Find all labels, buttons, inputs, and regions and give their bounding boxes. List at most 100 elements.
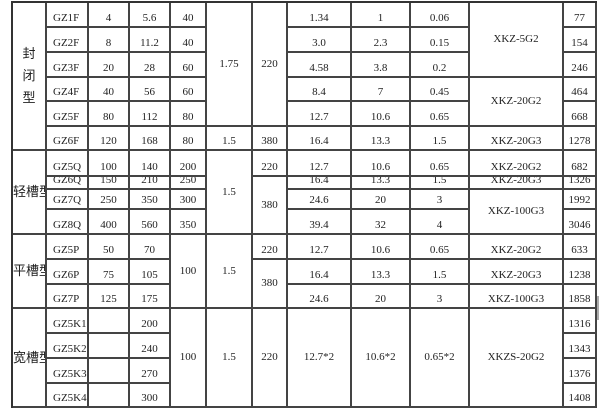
value-cell <box>89 309 130 334</box>
model-cell: GZ2F <box>47 28 89 53</box>
power-cell: 13.3 <box>352 260 411 285</box>
power-cell: 0.2 <box>411 53 470 78</box>
weight-cell: 668 <box>564 102 597 127</box>
value-cell: 60 <box>171 53 207 78</box>
power-cell: 20 <box>352 190 411 210</box>
amp-cell: 1.5 <box>207 309 253 408</box>
controller-cell: XKZ-100G3 <box>470 285 564 309</box>
value-cell: 250 <box>171 177 207 190</box>
value-cell: 240 <box>130 334 171 359</box>
value-cell: 100 <box>89 151 130 177</box>
model-cell: GZ8Q <box>47 210 89 235</box>
weight-cell: 154 <box>564 28 597 53</box>
voltage-cell: 380 <box>253 260 288 309</box>
value-cell: 105 <box>130 260 171 285</box>
weight-cell: 246 <box>564 53 597 78</box>
value-cell: 175 <box>130 285 171 309</box>
controller-cell: XKZ-100G3 <box>470 190 564 235</box>
weight-cell: 1278 <box>564 127 597 151</box>
power-cell: 13.3 <box>352 177 411 190</box>
value-cell: 11.2 <box>130 28 171 53</box>
power-cell: 3.0 <box>288 28 352 53</box>
controller-cell: XKZ-20G3 <box>470 260 564 285</box>
category-flat: 平槽型 <box>13 235 47 309</box>
model-cell: GZ5P <box>47 235 89 260</box>
power-cell: 1 <box>352 3 411 28</box>
controller-cell: XKZ-20G3 <box>470 177 564 190</box>
power-cell: 32 <box>352 210 411 235</box>
value-cell: 270 <box>130 359 171 384</box>
power-cell: 24.6 <box>288 190 352 210</box>
power-cell: 1.5 <box>411 127 470 151</box>
power-cell: 1.34 <box>288 3 352 28</box>
power-cell: 12.7 <box>288 235 352 260</box>
value-cell: 210 <box>130 177 171 190</box>
value-cell: 40 <box>89 78 130 102</box>
value-cell: 300 <box>130 384 171 408</box>
model-cell: GZ6Q <box>47 177 89 190</box>
weight-cell: 1992 <box>564 190 597 210</box>
model-cell: GZ5K1 <box>47 309 89 334</box>
weight-cell: 464 <box>564 78 597 102</box>
weight-cell: 3046 <box>564 210 597 235</box>
model-cell: GZ6F <box>47 127 89 151</box>
weight-cell: 77 <box>564 3 597 28</box>
power-cell: 0.65 <box>411 102 470 127</box>
weight-cell: 1343 <box>564 334 597 359</box>
product-spec-table: 封 闭 型轻槽型平槽型宽槽型GZ1F45.6401.3410.0677GZ2F8… <box>11 1 597 408</box>
value-cell: 56 <box>130 78 171 102</box>
amp-cell: 1.5 <box>207 235 253 309</box>
power-cell: 12.7 <box>288 151 352 177</box>
voltage-cell: 220 <box>253 309 288 408</box>
power-cell: 16.4 <box>288 127 352 151</box>
category-light: 轻槽型 <box>13 151 47 235</box>
weight-cell: 1376 <box>564 359 597 384</box>
value-cell: 5.6 <box>130 3 171 28</box>
power-cell: 4.58 <box>288 53 352 78</box>
value-cell: 350 <box>130 190 171 210</box>
power-cell: 12.7*2 <box>288 309 352 408</box>
power-cell: 0.06 <box>411 3 470 28</box>
value-cell: 50 <box>89 235 130 260</box>
value-cell: 200 <box>171 151 207 177</box>
value-cell: 28 <box>130 53 171 78</box>
power-cell: 12.7 <box>288 102 352 127</box>
power-cell: 10.6 <box>352 235 411 260</box>
value-cell: 140 <box>130 151 171 177</box>
power-cell: 3 <box>411 285 470 309</box>
controller-cell: XKZ-20G2 <box>470 235 564 260</box>
power-cell: 8.4 <box>288 78 352 102</box>
weight-cell: 1408 <box>564 384 597 408</box>
controller-cell: XKZ-20G3 <box>470 127 564 151</box>
value-cell: 560 <box>130 210 171 235</box>
voltage-cell: 380 <box>253 177 288 235</box>
model-cell: GZ4F <box>47 78 89 102</box>
model-cell: GZ3F <box>47 53 89 78</box>
power-cell: 0.45 <box>411 78 470 102</box>
category-wide: 宽槽型 <box>13 309 47 408</box>
value-cell: 80 <box>171 127 207 151</box>
power-cell: 20 <box>352 285 411 309</box>
model-cell: GZ7Q <box>47 190 89 210</box>
amp-cell: 1.75 <box>207 3 253 127</box>
power-cell: 0.15 <box>411 28 470 53</box>
power-cell: 16.4 <box>288 260 352 285</box>
value-cell: 80 <box>89 102 130 127</box>
model-cell: GZ5K4 <box>47 384 89 408</box>
category-closed: 封 闭 型 <box>13 3 47 151</box>
power-cell: 0.65 <box>411 151 470 177</box>
controller-cell: XKZ-20G2 <box>470 151 564 177</box>
model-cell: GZ5Q <box>47 151 89 177</box>
power-cell: 10.6 <box>352 102 411 127</box>
value-cell: 120 <box>89 127 130 151</box>
voltage-cell: 220 <box>253 3 288 127</box>
value-cell: 70 <box>130 235 171 260</box>
controller-cell: XKZ-20G2 <box>470 78 564 127</box>
value-cell: 112 <box>130 102 171 127</box>
value-cell: 168 <box>130 127 171 151</box>
weight-cell: 633 <box>564 235 597 260</box>
model-cell: GZ1F <box>47 3 89 28</box>
value-cell <box>89 384 130 408</box>
power-cell: 2.3 <box>352 28 411 53</box>
power-cell: 10.6*2 <box>352 309 411 408</box>
